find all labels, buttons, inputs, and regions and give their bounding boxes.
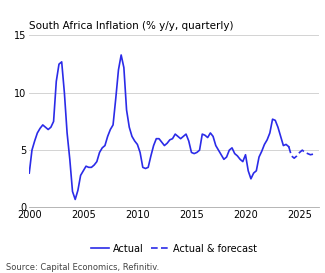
- Actual: [287, 145, 291, 148]
- Actual: [98, 151, 101, 154]
- Actual & forecast: [306, 152, 310, 155]
- Text: Source: Capital Economics, Refinitiv.: Source: Capital Economics, Refinitiv.: [6, 263, 160, 272]
- Legend: Actual, Actual & forecast: Actual, Actual & forecast: [87, 240, 260, 258]
- Actual: [119, 53, 123, 57]
- Actual & forecast: [303, 151, 307, 154]
- Actual & forecast: [287, 145, 291, 148]
- Actual: [35, 131, 39, 135]
- Actual: [46, 128, 50, 131]
- Actual: [233, 152, 237, 155]
- Actual & forecast: [314, 152, 318, 155]
- Actual & forecast: [292, 156, 296, 160]
- Actual: [73, 198, 77, 201]
- Line: Actual: Actual: [29, 55, 289, 200]
- Actual & forecast: [298, 151, 302, 154]
- Actual: [162, 144, 166, 147]
- Actual & forecast: [300, 149, 304, 152]
- Actual: [181, 135, 185, 138]
- Text: South Africa Inflation (% y/y, quarterly): South Africa Inflation (% y/y, quarterly…: [29, 20, 234, 31]
- Actual & forecast: [308, 153, 312, 156]
- Actual & forecast: [295, 154, 299, 158]
- Line: Actual & forecast: Actual & forecast: [289, 147, 316, 158]
- Actual: [27, 171, 31, 175]
- Actual & forecast: [290, 154, 293, 158]
